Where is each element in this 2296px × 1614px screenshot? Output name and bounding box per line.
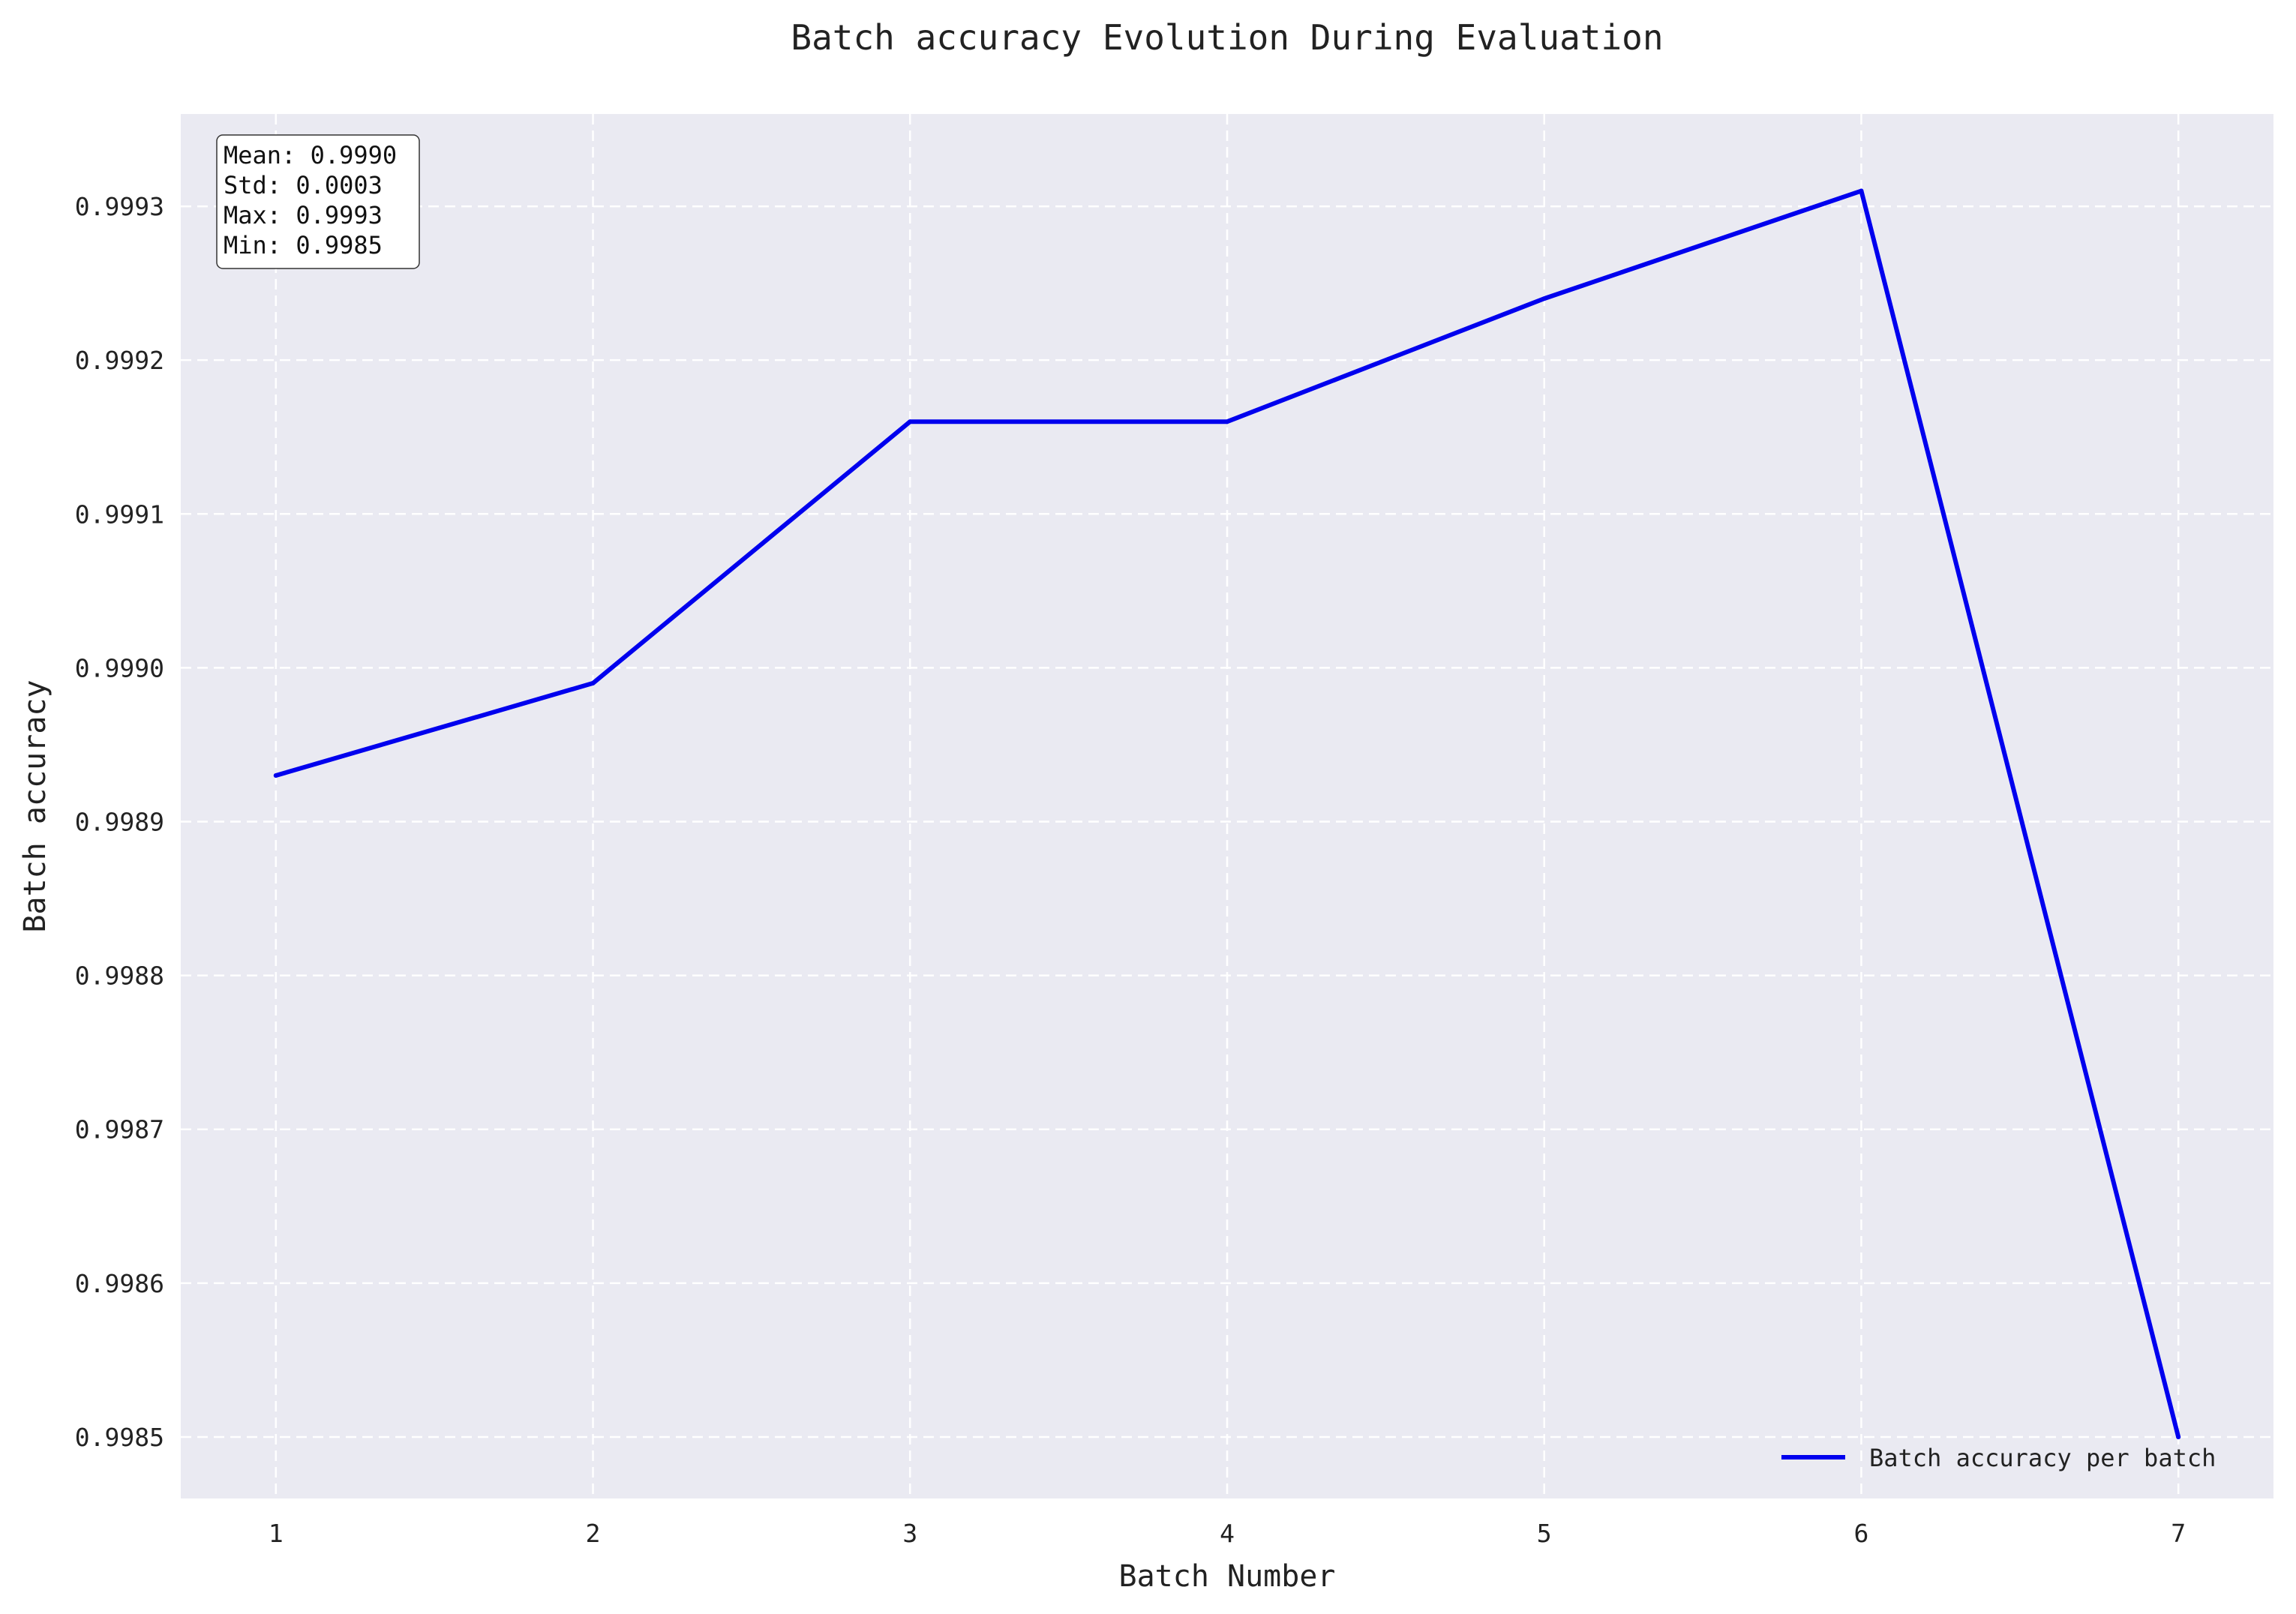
data-point-7 (2176, 1434, 2181, 1439)
y-tick-label-5: 0.9989 (75, 808, 164, 837)
grid (181, 114, 2273, 1498)
y-tick-label-8: 0.9992 (75, 346, 164, 375)
y-axis-label: Batch accuracy (18, 680, 53, 932)
data-point-2 (590, 680, 596, 686)
x-tick-label-4: 4 (1220, 1519, 1235, 1548)
ticks: 1 2 3 4 5 6 7 0.9985 0.9986 0.9987 0.9988 0.9989 0.9… (75, 192, 2186, 1548)
series-layer (273, 188, 2181, 1439)
stats-max: Max: 0.9993 (224, 201, 383, 230)
y-tick-label-9: 0.9993 (75, 192, 164, 221)
y-tick-label-1: 0.9985 (75, 1423, 164, 1452)
stats-box: Mean: 0.9990 Std: 0.0003 Max: 0.9993 Min… (216, 134, 420, 269)
y-tick-label-3: 0.9987 (75, 1115, 164, 1144)
x-axis-label: Batch Number (1119, 1559, 1336, 1594)
y-tick-label-2: 0.9986 (75, 1269, 164, 1298)
data-point-5 (1541, 296, 1547, 302)
x-tick-label-7: 7 (2171, 1519, 2186, 1548)
stats-box-frame (216, 134, 420, 269)
legend: Batch accuracy per batch (1781, 1444, 2216, 1472)
data-point-1 (273, 772, 278, 778)
legend-label: Batch accuracy per batch (1869, 1444, 2216, 1472)
x-tick-label-3: 3 (902, 1519, 917, 1548)
x-tick-label-6: 6 (1854, 1519, 1869, 1548)
x-tick-label-2: 2 (586, 1519, 601, 1548)
y-tick-label-7: 0.9991 (75, 500, 164, 529)
stats-mean: Mean: 0.9990 (224, 141, 397, 170)
plot-area (181, 114, 2273, 1498)
chart-title: Batch accuracy Evolution During Evaluati… (791, 17, 1663, 58)
stats-min: Min: 0.9985 (224, 231, 383, 260)
data-point-6 (1859, 188, 1864, 194)
stats-std: Std: 0.0003 (224, 171, 383, 200)
data-point-4 (1225, 419, 1229, 424)
x-tick-label-5: 5 (1537, 1519, 1552, 1548)
data-point-3 (908, 419, 913, 424)
x-tick-label-1: 1 (269, 1519, 284, 1548)
y-tick-label-4: 0.9988 (75, 962, 164, 991)
y-tick-label-6: 0.9990 (75, 653, 164, 682)
